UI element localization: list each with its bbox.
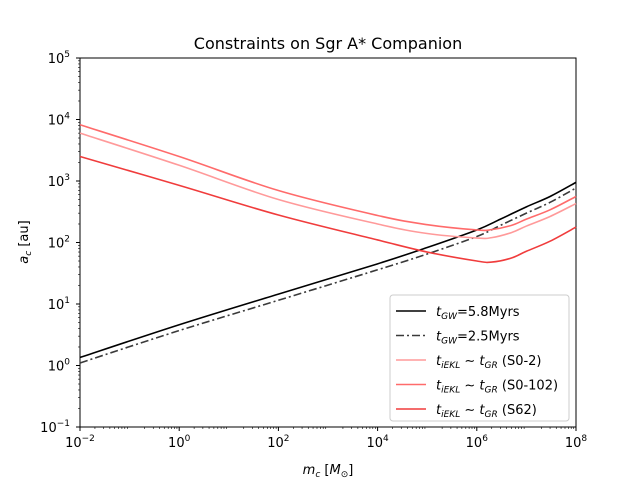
legend-tail: (S62) — [498, 403, 537, 418]
legend-sub: GW — [441, 337, 458, 347]
legend-var: t — [436, 403, 442, 418]
x-axis-title-unit-open: [ — [320, 463, 329, 478]
x-tick-label: 108 — [565, 434, 588, 451]
legend-tail: (S0-2) — [498, 354, 542, 369]
x-tick-exponent: 6 — [482, 434, 488, 444]
x-tick-base: 10 — [267, 436, 284, 451]
y-axis-title-var: a — [17, 256, 32, 264]
x-axis-title: mc [M⊙] — [303, 463, 354, 480]
legend-box — [389, 294, 570, 422]
legend-rest: ∼ — [460, 403, 479, 418]
x-tick-label: 106 — [466, 434, 489, 451]
x-tick-base: 10 — [168, 436, 185, 451]
y-tick-base: 10 — [48, 175, 65, 190]
x-axis-title-unit-sub: ⊙ — [341, 470, 349, 480]
series-line-4 — [79, 124, 577, 232]
y-axis-title-sub: c — [24, 251, 34, 256]
legend-tail: (S0-102) — [498, 379, 558, 394]
legend-var: t — [436, 354, 442, 369]
x-tick-base: 10 — [565, 436, 582, 451]
legend-sub2: GR — [485, 361, 498, 371]
legend-rest: =5.8Myrs — [457, 305, 520, 320]
legend-rest: ∼ — [460, 354, 479, 369]
y-tick-base: 10 — [48, 298, 65, 313]
y-tick-label: 105 — [48, 50, 70, 67]
legend-var2: t — [479, 354, 485, 369]
legend-rest: =2.5Myrs — [457, 330, 520, 345]
y-tick-label: 10−1 — [40, 419, 70, 436]
legend-var: t — [436, 379, 442, 394]
legend-rest: ∼ — [460, 379, 479, 394]
legend-label-3: tiEKL ∼ tGR (S0-2) — [436, 354, 542, 371]
legend-sub: iEKL — [441, 386, 460, 396]
legend-label-4: tiEKL ∼ tGR (S0-102) — [436, 379, 558, 396]
x-axis-title-unit: M — [330, 463, 341, 478]
y-tick-base: 10 — [40, 421, 57, 436]
x-tick-label: 100 — [168, 434, 191, 451]
legend-label-5: tiEKL ∼ tGR (S62) — [436, 403, 537, 420]
x-tick-label: 104 — [366, 434, 389, 451]
legend-label-1: tGW=5.8Myrs — [436, 305, 520, 322]
y-tick-exponent: 1 — [64, 296, 70, 306]
x-axis-title-sub: c — [315, 470, 320, 480]
y-tick-exponent: 0 — [64, 358, 70, 368]
series-line-1 — [79, 181, 577, 359]
x-axis-title-var: m — [303, 463, 316, 478]
legend-var2: t — [479, 379, 485, 394]
x-tick-label: 102 — [267, 434, 289, 451]
x-tick-exponent: −2 — [82, 434, 95, 444]
y-tick-label: 100 — [48, 358, 71, 375]
legend-sub2: GR — [485, 410, 498, 420]
x-axis-title-unit-close: ] — [348, 463, 353, 478]
y-tick-base: 10 — [48, 360, 65, 375]
x-tick-exponent: 0 — [185, 434, 191, 444]
y-tick-base: 10 — [48, 52, 65, 67]
series-line-3 — [79, 132, 577, 240]
x-tick-exponent: 8 — [581, 434, 587, 444]
y-tick-label: 103 — [48, 173, 70, 190]
y-tick-exponent: 3 — [64, 173, 70, 183]
x-tick-label: 10−2 — [65, 434, 95, 451]
y-tick-base: 10 — [48, 114, 65, 129]
y-axis-title: ac [au] — [17, 220, 34, 263]
x-tick-base: 10 — [65, 436, 82, 451]
legend-label-2: tGW=2.5Myrs — [436, 330, 520, 347]
y-tick-exponent: −1 — [57, 419, 70, 429]
legend-sub2: GR — [485, 386, 498, 396]
y-axis-title-unit: [au] — [17, 220, 32, 250]
y-tick-exponent: 4 — [64, 112, 70, 122]
y-tick-label: 102 — [48, 235, 70, 252]
y-tick-label: 101 — [48, 296, 70, 313]
legend-var: t — [436, 305, 442, 320]
series-line-5 — [79, 155, 577, 264]
legend-sub: iEKL — [441, 361, 460, 371]
y-tick-exponent: 5 — [64, 50, 70, 60]
x-tick-base: 10 — [466, 436, 483, 451]
y-tick-label: 104 — [48, 112, 71, 129]
chart-title: Constraints on Sgr A* Companion — [194, 34, 462, 53]
y-tick-base: 10 — [48, 237, 65, 252]
x-tick-exponent: 4 — [383, 434, 389, 444]
plot-area — [79, 57, 577, 428]
x-tick-exponent: 2 — [284, 434, 290, 444]
legend-var2: t — [479, 403, 485, 418]
legend-var: t — [436, 330, 442, 345]
x-axis: 10−2 100 102 104 106 108 — [65, 427, 587, 451]
series-layer — [79, 124, 577, 364]
legend-sub: iEKL — [441, 410, 460, 420]
y-tick-exponent: 2 — [64, 235, 70, 245]
legend-sub: GW — [441, 312, 458, 322]
x-tick-base: 10 — [366, 436, 383, 451]
series-line-2 — [79, 187, 577, 364]
